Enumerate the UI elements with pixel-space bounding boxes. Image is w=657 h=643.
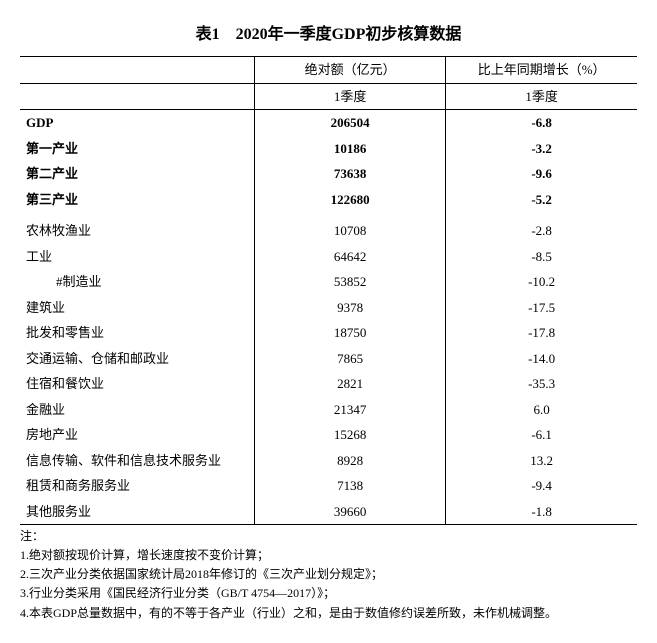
row-v2: -6.8: [446, 110, 637, 136]
row-label: 第一产业: [20, 136, 254, 162]
row-label: GDP: [20, 110, 254, 136]
header-growth: 比上年同期增长（%）: [446, 57, 637, 84]
row-label: 房地产业: [20, 422, 254, 448]
note-line: 3.行业分类采用《国民经济行业分类（GB/T 4754—2017）》；: [20, 584, 637, 603]
table-row: 批发和零售业 18750 -17.8: [20, 320, 637, 346]
table-row: 房地产业 15268 -6.1: [20, 422, 637, 448]
table-row: 工业 64642 -8.5: [20, 244, 637, 270]
row-v2: -14.0: [446, 346, 637, 372]
table-row: 租赁和商务服务业 7138 -9.4: [20, 473, 637, 499]
row-v2: -9.4: [446, 473, 637, 499]
row-v1: 39660: [254, 499, 445, 525]
row-v2: -10.2: [446, 269, 637, 295]
row-v1: 18750: [254, 320, 445, 346]
row-label: 工业: [20, 244, 254, 270]
table-row: #制造业 53852 -10.2: [20, 269, 637, 295]
table-row: GDP 206504 -6.8: [20, 110, 637, 136]
table-row: 第一产业 10186 -3.2: [20, 136, 637, 162]
table-row: 其他服务业 39660 -1.8: [20, 499, 637, 525]
table-row: 建筑业 9378 -17.5: [20, 295, 637, 321]
header-empty: [20, 57, 254, 84]
row-v1: 7138: [254, 473, 445, 499]
row-v1: 64642: [254, 244, 445, 270]
notes: 1.绝对额按现价计算，增长速度按不变价计算； 2.三次产业分类依据国家统计局20…: [20, 546, 637, 623]
row-v1: 21347: [254, 397, 445, 423]
row-v2: -5.2: [446, 187, 637, 213]
row-label: 住宿和餐饮业: [20, 371, 254, 397]
row-label: 金融业: [20, 397, 254, 423]
row-label: 租赁和商务服务业: [20, 473, 254, 499]
gdp-table: 绝对额（亿元） 比上年同期增长（%） 1季度 1季度 GDP 206504 -6…: [20, 56, 637, 525]
row-v1: 206504: [254, 110, 445, 136]
row-v1: 2821: [254, 371, 445, 397]
row-v2: -17.8: [446, 320, 637, 346]
table-row: 金融业 21347 6.0: [20, 397, 637, 423]
row-v2: -2.8: [446, 218, 637, 244]
row-label: 第二产业: [20, 161, 254, 187]
table-row: 农林牧渔业 10708 -2.8: [20, 218, 637, 244]
row-v2: -1.8: [446, 499, 637, 525]
note-line: 2.三次产业分类依据国家统计局2018年修订的《三次产业划分规定》；: [20, 565, 637, 584]
note-line: 4.本表GDP总量数据中，有的不等于各产业（行业）之和，是由于数值修约误差所致，…: [20, 604, 637, 623]
row-v1: 15268: [254, 422, 445, 448]
table-row: 交通运输、仓储和邮政业 7865 -14.0: [20, 346, 637, 372]
row-v2: 6.0: [446, 397, 637, 423]
row-v2: 13.2: [446, 448, 637, 474]
row-label: 农林牧渔业: [20, 218, 254, 244]
row-v1: 53852: [254, 269, 445, 295]
row-label: 交通运输、仓储和邮政业: [20, 346, 254, 372]
row-v1: 122680: [254, 187, 445, 213]
row-label: 批发和零售业: [20, 320, 254, 346]
row-v1: 10186: [254, 136, 445, 162]
note-line: 1.绝对额按现价计算，增长速度按不变价计算；: [20, 546, 637, 565]
header-empty-2: [20, 83, 254, 110]
row-label: #制造业: [20, 269, 254, 295]
row-v1: 8928: [254, 448, 445, 474]
row-label: 其他服务业: [20, 499, 254, 525]
row-v1: 73638: [254, 161, 445, 187]
row-v2: -3.2: [446, 136, 637, 162]
row-v2: -35.3: [446, 371, 637, 397]
table-row: 第三产业 122680 -5.2: [20, 187, 637, 213]
table-row: 第二产业 73638 -9.6: [20, 161, 637, 187]
table-row: 住宿和餐饮业 2821 -35.3: [20, 371, 637, 397]
row-v2: -17.5: [446, 295, 637, 321]
table-row: 信息传输、软件和信息技术服务业 8928 13.2: [20, 448, 637, 474]
header-q1-a: 1季度: [254, 83, 445, 110]
row-v1: 7865: [254, 346, 445, 372]
row-v2: -6.1: [446, 422, 637, 448]
row-v2: -9.6: [446, 161, 637, 187]
table-title: 表1 2020年一季度GDP初步核算数据: [20, 20, 637, 44]
header-q1-b: 1季度: [446, 83, 637, 110]
row-v2: -8.5: [446, 244, 637, 270]
row-label: 建筑业: [20, 295, 254, 321]
row-label: 信息传输、软件和信息技术服务业: [20, 448, 254, 474]
row-v1: 10708: [254, 218, 445, 244]
notes-label: 注：: [20, 527, 637, 544]
row-label: 第三产业: [20, 187, 254, 213]
row-v1: 9378: [254, 295, 445, 321]
header-absolute: 绝对额（亿元）: [254, 57, 445, 84]
